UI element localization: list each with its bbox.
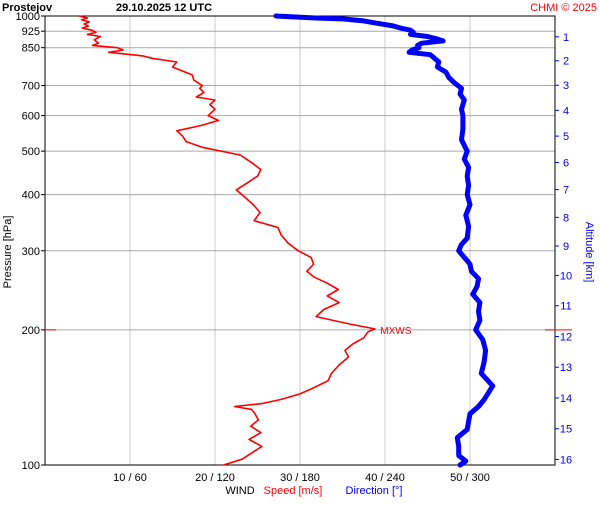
altitude-tick-label: 11	[560, 301, 571, 313]
altitude-tick-label: 3	[563, 80, 569, 92]
y-tick-label: 850	[22, 43, 40, 55]
y-tick-label: 925	[22, 26, 40, 38]
altitude-tick-label: 4	[563, 105, 569, 117]
y-tick-label: 600	[22, 111, 40, 123]
x-tick-label: 50 / 300	[450, 472, 490, 484]
label-layer: Prostejov 29.10.2025 12 UTC CHMI © 2025 …	[2, 2, 597, 497]
altitude-tick-label: 16	[560, 454, 572, 466]
altitude-tick-label: 15	[560, 424, 572, 436]
altitude-tick-label: 7	[563, 185, 569, 197]
wind-speed-line	[78, 15, 376, 466]
y-tick-label: 1000	[16, 11, 40, 23]
y-tick-label: 200	[22, 325, 40, 337]
altitude-tick-label: 10	[560, 270, 572, 282]
x-tick-label: 30 / 180	[280, 472, 320, 484]
x-tick-label: 20 / 120	[195, 472, 235, 484]
altitude-tick-label: 5	[563, 131, 569, 143]
x-axis-title-direction: Direction [°]	[346, 485, 403, 497]
altitude-tick-label: 6	[563, 157, 569, 169]
series-layer	[45, 13, 572, 468]
y-tick-label: 100	[22, 460, 40, 472]
chart-title-datetime: 29.10.2025 12 UTC	[116, 2, 212, 14]
altitude-tick-label: 13	[560, 362, 572, 374]
y-tick-label: 700	[22, 81, 40, 93]
altitude-tick-label: 9	[563, 241, 569, 253]
y-tick-label: 300	[22, 246, 40, 258]
x-tick-label: 40 / 240	[365, 472, 405, 484]
altitude-tick-label: 2	[563, 56, 569, 68]
altitude-tick-label: 1	[563, 32, 569, 44]
y-axis-title: Pressure [hPa]	[2, 216, 14, 289]
altitude-tick-label: 14	[560, 393, 572, 405]
x-axis-title-speed: Speed [m/s]	[264, 485, 323, 497]
x-tick-label: 10 / 60	[113, 472, 147, 484]
chart-title-station: Prostejov	[2, 2, 53, 14]
mxws-annotation: MXWS	[380, 326, 411, 337]
x-axis-title-wind: WIND	[225, 485, 254, 497]
wind-direction-line	[273, 13, 496, 468]
y2-axis-title: Altitude [km]	[583, 222, 595, 283]
altitude-tick-label: 12	[560, 331, 572, 343]
y-tick-label: 500	[22, 146, 40, 158]
altitude-tick-label: 8	[563, 212, 569, 224]
y-tick-label: 400	[22, 190, 40, 202]
grid-layer	[45, 16, 555, 465]
copyright-label: CHMI © 2025	[530, 2, 597, 14]
